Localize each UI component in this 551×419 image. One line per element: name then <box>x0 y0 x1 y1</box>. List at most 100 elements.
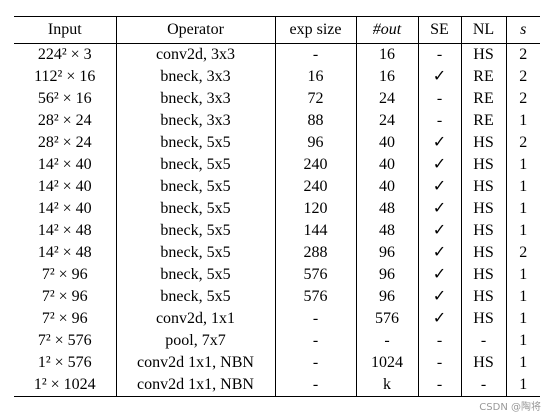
table-cell: 56² × 16 <box>14 88 117 110</box>
header-cell: NL <box>460 16 507 44</box>
table-cell: bneck, 3x3 <box>115 110 276 132</box>
table-cell: RE <box>460 66 507 88</box>
table-cell: - <box>355 330 419 352</box>
table-cell: 48 <box>355 220 419 242</box>
table-cell: 7² × 576 <box>14 330 117 352</box>
table-cell: 576 <box>274 286 357 308</box>
table-row: 56² × 16 bneck, 3x3 72 24- RE 2 <box>14 88 540 110</box>
table-cell: 288 <box>274 242 357 264</box>
table-cell: 120 <box>274 198 357 220</box>
table-cell: 2 <box>505 88 540 110</box>
table-cell: 88 <box>274 110 357 132</box>
table-cell: ✓ <box>417 66 462 88</box>
table-cell: k <box>355 374 419 397</box>
table-cell: 72 <box>274 88 357 110</box>
table-cell: - <box>417 88 462 110</box>
table-cell: RE <box>460 110 507 132</box>
table-cell: bneck, 3x3 <box>115 88 276 110</box>
table-cell: ✓ <box>417 132 462 154</box>
table-cell: 96 <box>355 286 419 308</box>
table-cell: 1 <box>505 286 540 308</box>
table-cell: 1 <box>505 264 540 286</box>
table-cell: HS <box>460 242 507 264</box>
table-cell: 24 <box>355 88 419 110</box>
table-row: 14² × 48 bneck, 5x5 144 48 ✓ HS 1 <box>14 220 540 242</box>
table-cell: HS <box>460 176 507 198</box>
table-cell: 576 <box>355 308 419 330</box>
table-cell: 1² × 1024 <box>14 374 117 397</box>
table-cell: ✓ <box>417 308 462 330</box>
table-cell: - <box>417 374 462 397</box>
table-cell: - <box>274 352 357 374</box>
table-cell: bneck, 5x5 <box>115 242 276 264</box>
table-cell: - <box>274 374 357 397</box>
table-cell: 14² × 48 <box>14 220 117 242</box>
table-row: 14² × 40 bneck, 5x5 240 40 ✓ HS 1 <box>14 154 540 176</box>
table-cell: - <box>417 352 462 374</box>
table-cell: 1 <box>505 110 540 132</box>
header-cell: exp size <box>274 16 357 44</box>
table-cell: 40 <box>355 154 419 176</box>
table-cell: 1 <box>505 154 540 176</box>
table-cell: conv2d, 1x1 <box>115 308 276 330</box>
table-row: 7² × 576 pool, 7x7- - - -1 <box>14 330 540 352</box>
table-cell: bneck, 3x3 <box>115 66 276 88</box>
table-cell: conv2d 1x1, NBN <box>115 374 276 397</box>
header-cell: SE <box>417 16 462 44</box>
table-cell: - <box>460 374 507 397</box>
table-cell: - <box>417 330 462 352</box>
table-cell: 40 <box>355 176 419 198</box>
table-cell: - <box>460 330 507 352</box>
table-cell: ✓ <box>417 154 462 176</box>
table-cell: 224² × 3 <box>14 43 117 66</box>
table-cell: HS <box>460 264 507 286</box>
table-cell: conv2d, 3x3 <box>115 43 276 66</box>
table-row: 224² × 3 conv2d, 3x3-16- HS 2 <box>14 43 540 66</box>
table-cell: 16 <box>274 66 357 88</box>
table-cell: ✓ <box>417 242 462 264</box>
table-cell: conv2d 1x1, NBN <box>115 352 276 374</box>
header-cell: Operator <box>115 16 276 44</box>
table-row: 14² × 48 bneck, 5x5 288 96 ✓ HS 2 <box>14 242 540 264</box>
table-row: 112² × 16 bneck, 3x3 16 16 ✓ RE 2 <box>14 66 540 88</box>
table-cell: 96 <box>355 242 419 264</box>
table-body: 224² × 3 conv2d, 3x3-16- HS 2 112² × 16 bneck… <box>14 43 540 397</box>
table-cell: 1 <box>505 308 540 330</box>
table-cell: 16 <box>355 43 419 66</box>
table-cell: 14² × 40 <box>14 154 117 176</box>
table-cell: 576 <box>274 264 357 286</box>
table-cell: 40 <box>355 132 419 154</box>
table-row: 7² × 96 conv2d, 1x1-576 ✓ HS 1 <box>14 308 540 330</box>
table-cell: 96 <box>355 264 419 286</box>
table-cell: 14² × 40 <box>14 176 117 198</box>
table-cell: - <box>417 110 462 132</box>
table-cell: 240 <box>274 176 357 198</box>
table-cell: 1 <box>505 330 540 352</box>
table-cell: 16 <box>355 66 419 88</box>
table-cell: HS <box>460 308 507 330</box>
table-cell: 7² × 96 <box>14 286 117 308</box>
table-cell: 24 <box>355 110 419 132</box>
header-cell: s <box>505 16 540 44</box>
table-cell: ✓ <box>417 220 462 242</box>
table-cell: 7² × 96 <box>14 264 117 286</box>
table-cell: 1² × 576 <box>14 352 117 374</box>
table-row: 7² × 96 bneck, 5x5 576 96 ✓ HS 1 <box>14 286 540 308</box>
table-cell: 2 <box>505 66 540 88</box>
table-cell: 1 <box>505 220 540 242</box>
table-cell: 28² × 24 <box>14 110 117 132</box>
table-row: 14² × 40 bneck, 5x5 120 48 ✓ HS 1 <box>14 198 540 220</box>
table-cell: 112² × 16 <box>14 66 117 88</box>
table-cell: 14² × 48 <box>14 242 117 264</box>
table-cell: - <box>274 308 357 330</box>
table-cell: bneck, 5x5 <box>115 220 276 242</box>
table-cell: ✓ <box>417 286 462 308</box>
table-cell: 28² × 24 <box>14 132 117 154</box>
table-cell: 1024 <box>355 352 419 374</box>
table-cell: bneck, 5x5 <box>115 154 276 176</box>
table-cell: 14² × 40 <box>14 198 117 220</box>
watermark: CSDN @陶将 <box>479 402 541 413</box>
table-row: 1² × 1024 conv2d 1x1, NBN - k - -1 <box>14 374 540 397</box>
